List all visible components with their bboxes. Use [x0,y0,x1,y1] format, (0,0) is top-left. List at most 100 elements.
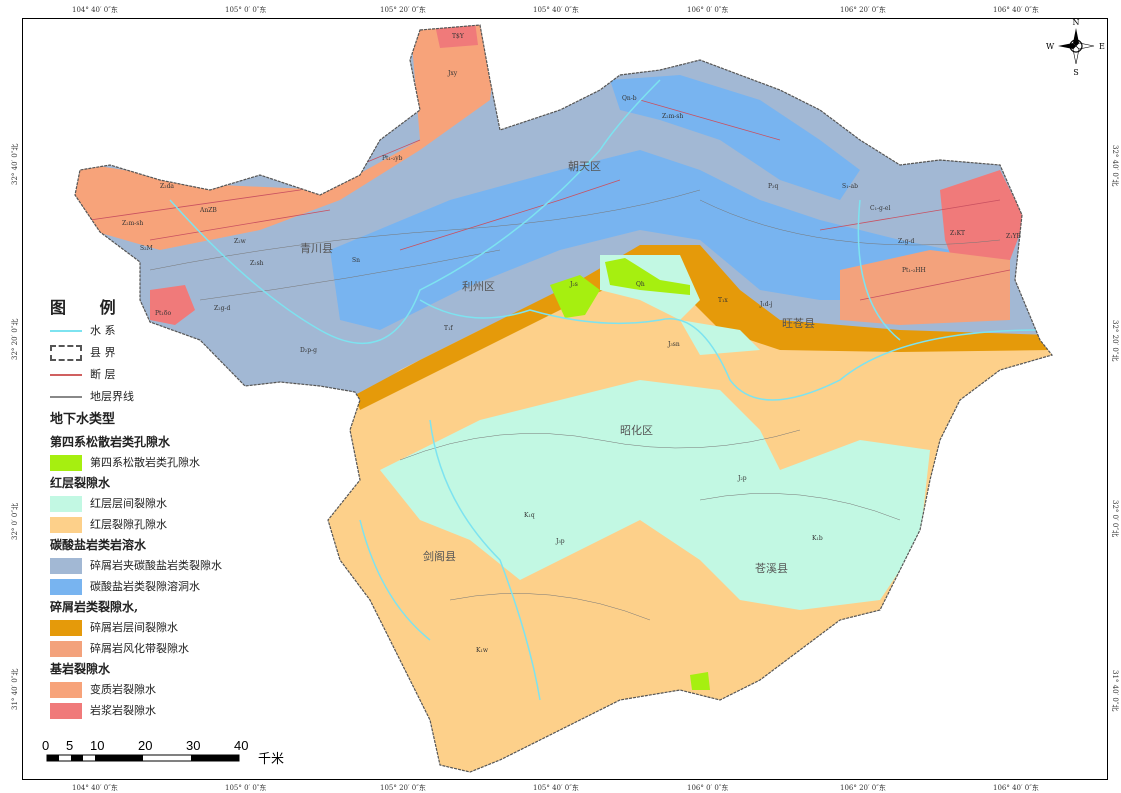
stratum-code-label: Jxy [447,70,458,77]
bottom-lon-label: 105° 0′ 0″东 [225,784,267,792]
bottom-lon-label: 105° 40′ 0″东 [533,784,579,792]
color-swatch [50,516,82,533]
stratum-code-label: J₂s [569,281,578,288]
top-lon-label: 106° 40′ 0″东 [993,6,1039,14]
bottom-lon-label: 106° 0′ 0″东 [687,784,729,792]
granite-w [150,285,195,325]
top-lon-label: 104° 40′ 0″东 [72,6,118,14]
stratum-code-label: S₂M [140,245,153,252]
legend: 图 例 水 系县 界断 层地层界线 地下水类型 第四系松散岩类孔隙水 第四系松散岩… [50,296,250,721]
stratum-code-label: Qn-b [622,95,637,102]
bottom-lon-label: 106° 20′ 0″东 [840,784,886,792]
stratum-code-label: Z₂da [160,183,174,190]
scale-unit: 千米 [258,752,285,767]
legend-group-title: 碎屑岩类裂隙水, [50,600,139,614]
compass-s: S [1073,68,1078,77]
color-swatch [50,681,82,698]
quaternary-area [550,275,600,318]
color-swatch [50,702,82,719]
legend-item: 碎屑岩层间裂隙水 [50,617,250,638]
scale-tick-label: 0 [42,738,50,753]
legend-label: 碎屑岩夹碳酸盐岩类裂隙水 [90,558,222,572]
red-bed-interlayer-3 [680,320,760,355]
stratum-code-label: Pt₁-₂yb [382,155,403,162]
legend-line-item: 地层界线 [50,386,250,408]
bottom-lon-label: 106° 40′ 0″东 [993,784,1039,792]
scale-tick-label: 5 [66,738,74,753]
legend-item: 碳酸盐岩类裂隙溶洞水 [50,576,250,597]
stratigraphic-boundaries [149,189,1001,621]
legend-item: 变质岩裂隙水 [50,679,250,700]
place-label: 青川县 [300,242,333,255]
legend-line-item: 县 界 [50,342,250,364]
legend-label: 变质岩裂隙水 [90,682,156,696]
top-lon-label: 105° 40′ 0″东 [533,6,579,14]
legend-label: 红层裂隙孔隙水 [90,517,167,531]
north-arrow-icon: N S E W [1046,18,1105,77]
river-system [169,79,1041,701]
stratum-code-label: K₁b [812,535,823,542]
quaternary-area-3 [690,672,710,690]
legend-label: 第四系松散岩类孔隙水 [90,455,200,469]
stratum-code-label: Z₁KT [950,230,965,237]
compass-w: W [1046,42,1055,51]
stratum-code-label: Z₁YB [1006,233,1022,240]
granite-ne [940,170,1025,280]
color-swatch [50,619,82,636]
stratum-code-label: AnZB [199,207,217,214]
legend-item: 红层层间裂隙水 [50,493,250,514]
stratum-code-label: Z₂m-sh [122,220,143,227]
stratum-code-label: Z₂w [234,238,247,245]
line-symbol-icon [50,374,82,376]
stratum-code-label: Z₂sh [250,260,264,267]
stratum-code-label: T₁f [444,325,453,332]
legend-label: 地层界线 [90,390,134,403]
scale-tick-label: 40 [234,738,249,753]
line-symbol-icon [50,330,82,332]
legend-label: 岩浆岩裂隙水 [90,703,156,717]
legend-item: 第四系松散岩类孔隙水 [50,452,250,473]
stratum-code-label: D₂p-g [300,347,317,354]
metamorphic-nw [75,25,500,250]
legend-label: 断 层 [90,368,116,381]
legend-title: 图 例 [50,298,130,317]
color-swatch [50,578,82,595]
top-lon-label: 106° 20′ 0″东 [840,6,886,14]
place-label: 朝天区 [568,160,601,173]
stratum-code-label: Pt₁δο [155,310,171,317]
legend-item: 碎屑岩风化带裂隙水 [50,638,250,659]
stratum-code-label: Z₂g-d [898,238,914,245]
place-label: 利州区 [462,280,495,293]
color-swatch [50,495,82,512]
compass-e: E [1099,42,1105,51]
scale-tick-label: 20 [138,738,153,753]
stratum-code-label: Z₂g-d [214,305,230,312]
legend-label: 水 系 [90,324,116,337]
stratum-code-label: Sn [352,257,360,264]
legend-item: 岩浆岩裂隙水 [50,700,250,721]
quaternary-area-2 [605,258,690,295]
stratum-code-label: J₃p [555,538,565,545]
place-label: 剑阁县 [423,549,456,563]
scale-tick-label: 10 [90,738,105,753]
color-swatch [50,454,82,471]
stratum-code-label: C₁-g-el [870,205,890,212]
red-bed-interlayer-2 [380,380,930,610]
legend-label: 碎屑岩风化带裂隙水 [90,641,189,655]
stratum-code-label: S₁-ab [842,183,858,190]
legend-label: 县 界 [90,346,116,359]
boundary-symbol-icon [50,345,82,361]
stratum-code-label: Z₂m-sh [662,113,683,120]
legend-line-item: 水 系 [50,320,250,342]
karst-water-north [610,75,860,200]
clastic-weathering-ne [840,250,1010,325]
stratum-code-label: Qh [636,281,645,288]
legend-group-title: 红层裂隙水 [50,476,111,490]
place-label: 苍溪县 [755,562,788,575]
stratum-code-label: P₂q [768,183,778,190]
stratum-code-label: Pt₁-₂HH [902,267,926,274]
karst-water-band [330,150,1000,330]
line-symbol-icon [50,396,82,398]
